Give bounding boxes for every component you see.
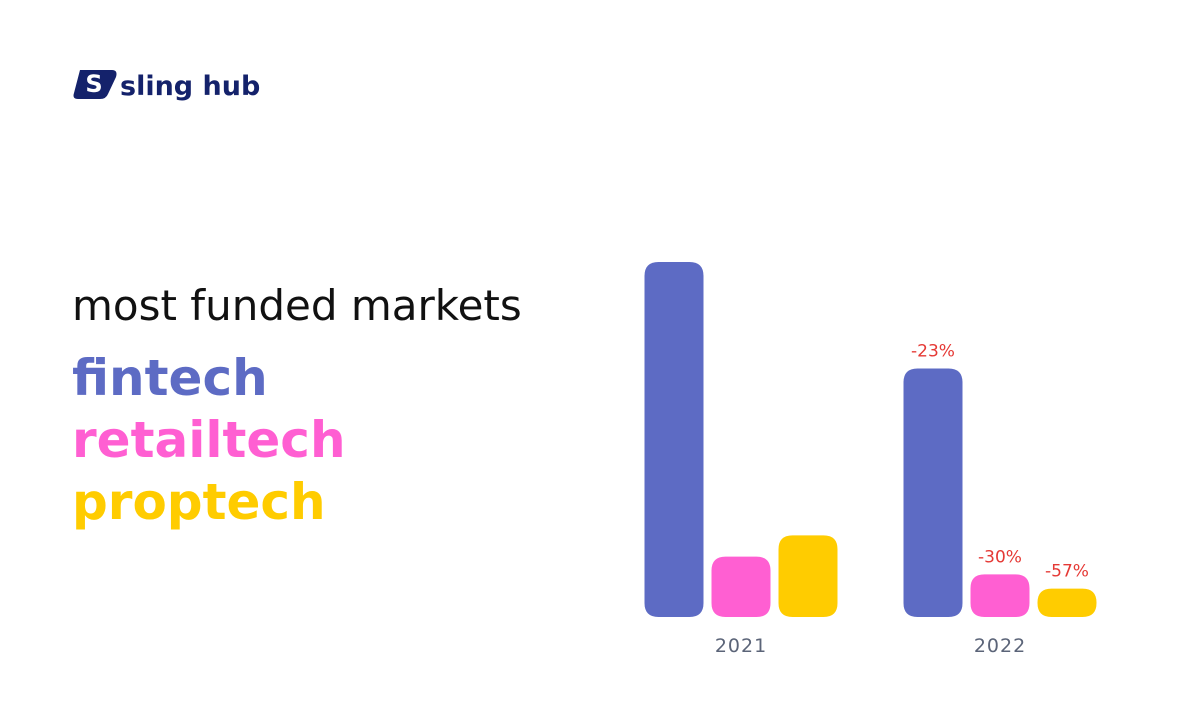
logo-icon-letter: S: [85, 70, 102, 98]
change-label: -23%: [911, 342, 955, 362]
logo-text: sling hub: [120, 71, 260, 102]
x-tick-label: 2021: [715, 635, 767, 657]
change-label: -57%: [1045, 562, 1089, 582]
bar: [711, 556, 771, 617]
logo-icon: [73, 70, 117, 99]
bar: [644, 262, 704, 617]
change-label: -30%: [978, 547, 1022, 567]
bar: [970, 574, 1030, 617]
legend-label: proptech: [72, 473, 326, 531]
legend-label: fintech: [72, 349, 268, 407]
legend-label: retailtech: [72, 411, 346, 469]
bar: [778, 535, 838, 617]
logo: S sling hub: [73, 70, 260, 102]
x-tick-label: 2022: [974, 635, 1026, 657]
bar: [1037, 588, 1097, 617]
chart-title: most funded markets: [72, 281, 522, 330]
bar: [903, 368, 963, 617]
